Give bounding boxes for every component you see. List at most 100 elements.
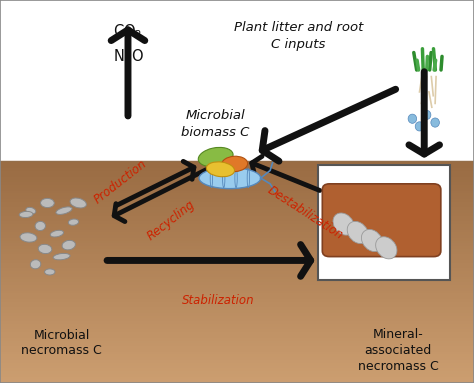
Bar xyxy=(0,175,474,178)
Bar xyxy=(0,361,474,363)
Bar xyxy=(0,344,474,347)
Text: Microbial
biomass C: Microbial biomass C xyxy=(182,110,250,139)
Bar xyxy=(0,208,474,211)
Bar xyxy=(0,258,474,261)
Bar xyxy=(0,183,474,186)
Bar xyxy=(0,267,474,269)
Bar xyxy=(0,264,474,267)
Bar xyxy=(0,252,474,255)
Bar xyxy=(0,366,474,369)
Bar xyxy=(0,194,474,197)
Ellipse shape xyxy=(222,156,247,172)
Bar xyxy=(0,277,474,280)
Bar xyxy=(0,161,474,164)
Bar xyxy=(0,352,474,355)
Bar xyxy=(0,169,474,172)
Ellipse shape xyxy=(19,211,33,218)
Bar xyxy=(318,165,450,280)
Bar xyxy=(0,380,474,383)
Bar xyxy=(0,336,474,339)
Bar xyxy=(0,358,474,361)
Bar xyxy=(0,197,474,200)
Text: Destabilization: Destabilization xyxy=(265,183,346,242)
Bar xyxy=(0,327,474,330)
Bar xyxy=(0,225,474,228)
Bar xyxy=(0,319,474,322)
Ellipse shape xyxy=(45,269,55,275)
Bar xyxy=(0,228,474,230)
Ellipse shape xyxy=(199,168,261,189)
Text: Recycling: Recycling xyxy=(144,198,197,243)
Bar xyxy=(0,341,474,344)
Bar xyxy=(0,0,474,161)
Ellipse shape xyxy=(206,162,235,177)
Bar xyxy=(0,355,474,358)
Ellipse shape xyxy=(70,198,86,208)
Bar xyxy=(0,241,474,244)
Bar xyxy=(0,233,474,236)
Bar xyxy=(0,369,474,372)
Ellipse shape xyxy=(26,207,36,214)
Text: Microbial
necromass C: Microbial necromass C xyxy=(21,329,102,357)
Bar xyxy=(0,211,474,214)
Ellipse shape xyxy=(347,221,368,244)
Bar xyxy=(0,200,474,203)
Bar xyxy=(0,291,474,294)
Ellipse shape xyxy=(30,260,41,269)
Bar xyxy=(0,272,474,275)
Bar xyxy=(0,280,474,283)
Text: CO$_2$
N$_2$O: CO$_2$ N$_2$O xyxy=(112,23,144,65)
Ellipse shape xyxy=(50,230,64,237)
Bar xyxy=(0,186,474,189)
Ellipse shape xyxy=(68,219,79,225)
Text: Mineral-
associated
necromass C: Mineral- associated necromass C xyxy=(358,328,438,373)
Bar xyxy=(0,339,474,341)
Bar xyxy=(0,205,474,208)
Bar xyxy=(0,239,474,241)
Bar xyxy=(0,289,474,291)
Bar xyxy=(0,286,474,289)
FancyBboxPatch shape xyxy=(322,184,441,257)
Bar xyxy=(0,308,474,311)
Bar xyxy=(0,167,474,169)
Bar xyxy=(0,330,474,333)
Bar xyxy=(0,178,474,180)
Bar xyxy=(0,375,474,378)
Bar xyxy=(0,294,474,297)
Bar xyxy=(0,350,474,352)
Bar xyxy=(0,316,474,319)
Bar xyxy=(0,250,474,252)
Bar xyxy=(0,297,474,300)
Bar xyxy=(0,275,474,278)
Bar xyxy=(0,261,474,264)
Text: Plant litter and root
C inputs: Plant litter and root C inputs xyxy=(234,21,363,51)
Bar xyxy=(0,244,474,247)
Bar xyxy=(0,333,474,336)
Ellipse shape xyxy=(41,198,54,208)
Ellipse shape xyxy=(376,237,397,259)
Bar xyxy=(0,164,474,167)
Ellipse shape xyxy=(198,147,233,167)
Bar xyxy=(0,189,474,192)
Ellipse shape xyxy=(431,118,439,127)
Bar xyxy=(0,311,474,314)
Bar xyxy=(0,214,474,216)
Text: Production: Production xyxy=(92,157,150,206)
Bar xyxy=(0,314,474,316)
Ellipse shape xyxy=(362,229,383,252)
Bar xyxy=(0,203,474,205)
Ellipse shape xyxy=(53,254,70,260)
Ellipse shape xyxy=(35,221,46,231)
Bar xyxy=(0,216,474,219)
Bar xyxy=(0,303,474,305)
Bar xyxy=(0,255,474,258)
Bar xyxy=(0,247,474,250)
Ellipse shape xyxy=(56,207,72,214)
Bar xyxy=(0,300,474,303)
Bar xyxy=(0,172,474,175)
Bar xyxy=(0,230,474,233)
Ellipse shape xyxy=(20,233,37,242)
Bar xyxy=(0,283,474,286)
Bar xyxy=(0,305,474,308)
Bar xyxy=(0,372,474,375)
